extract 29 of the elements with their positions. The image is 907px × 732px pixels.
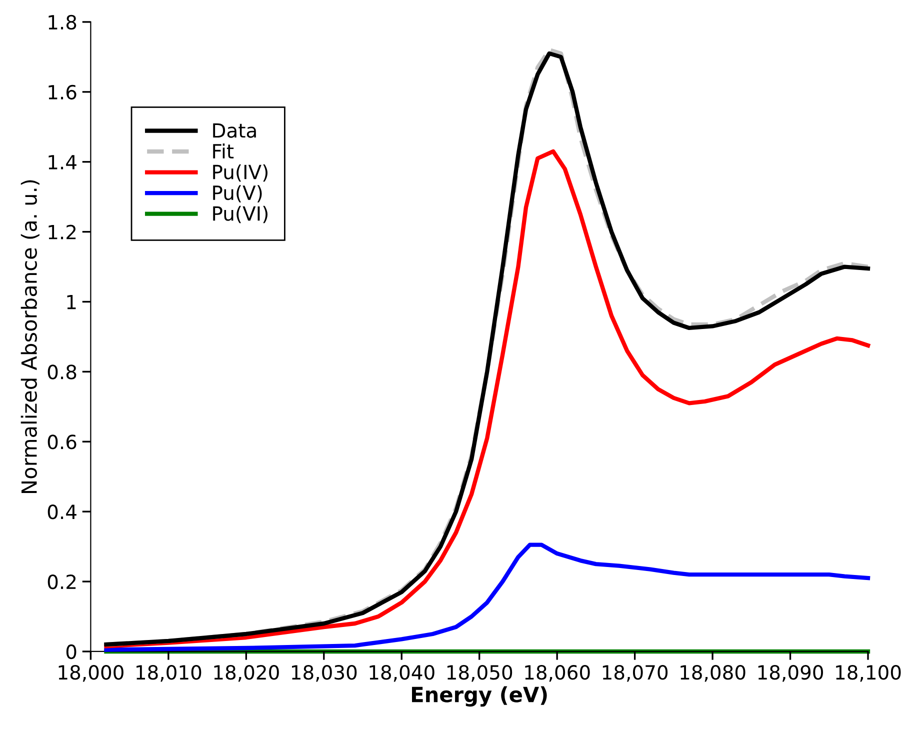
y-tick-label: 1.6 xyxy=(48,84,76,100)
x-tick-label: 18,100 xyxy=(836,665,901,682)
legend-label: Pu(IV) xyxy=(213,164,268,182)
line-series xyxy=(104,542,870,652)
y-tick-label: 0.2 xyxy=(48,574,76,590)
x-tick-label: 18,090 xyxy=(758,665,823,682)
x-tick-label: 18,040 xyxy=(370,665,434,682)
y-tick-label: 0.6 xyxy=(48,434,76,450)
legend-label: Pu(VI) xyxy=(213,206,268,224)
x-tick-label: 18,050 xyxy=(447,665,512,682)
y-axis-title: Normalized Absorbance (a. u.) xyxy=(20,180,40,493)
x-tick-label: 18,060 xyxy=(525,665,590,682)
x-tick-label: 18,000 xyxy=(58,665,124,682)
x-tick-label: 18,080 xyxy=(680,665,746,682)
y-tick-label: 1.8 xyxy=(48,14,76,30)
legend-label: Fit xyxy=(213,144,234,158)
x-tick-label: 18,010 xyxy=(136,665,202,682)
y-tick-label: 0.4 xyxy=(48,504,76,520)
y-tick-label: 1 xyxy=(67,294,76,310)
x-tick-label: 18,030 xyxy=(292,665,357,682)
x-tick-label: 18,020 xyxy=(214,665,279,682)
y-tick-label: 0 xyxy=(66,644,76,660)
y-tick-label: 0.8 xyxy=(48,364,76,380)
x-tick-label: 18,070 xyxy=(602,665,668,682)
x-axis-title: Energy (eV) xyxy=(412,686,547,707)
legend-label: Data xyxy=(213,123,256,138)
y-tick-label: 1.2 xyxy=(48,224,76,240)
y-tick-label: 1.4 xyxy=(48,155,76,170)
legend-label: Pu(V) xyxy=(213,185,262,202)
